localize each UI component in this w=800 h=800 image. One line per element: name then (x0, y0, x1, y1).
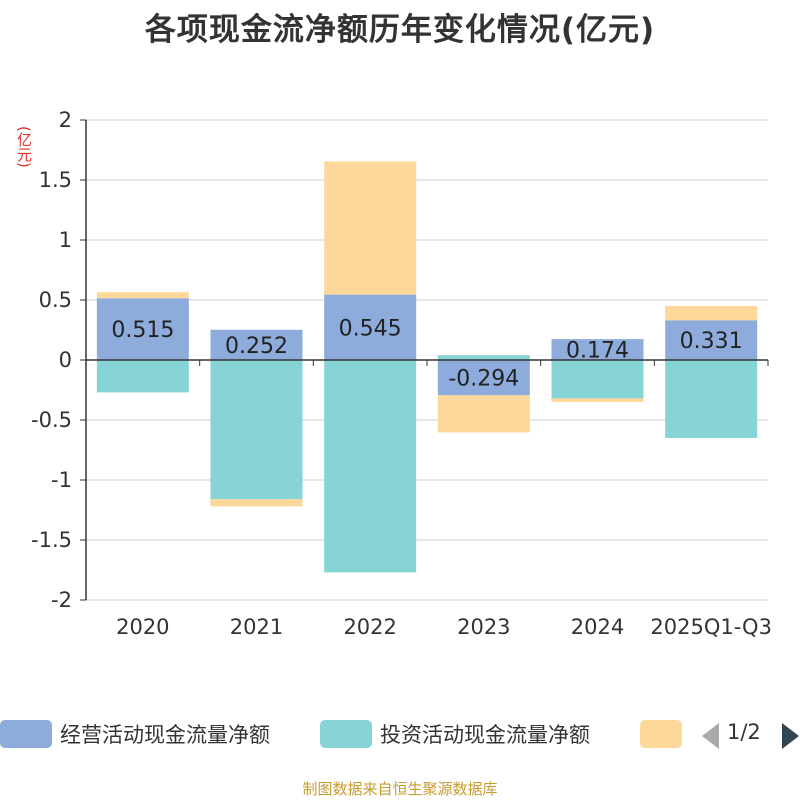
y-tick-label: -2 (51, 588, 72, 612)
data-labels: 0.515 0.252 0.545 -0.294 0.174 0.331 (111, 316, 742, 391)
grid-lines (86, 119, 768, 601)
legend-item-operating[interactable]: 经营活动现金流量净额 (0, 714, 270, 754)
legend-label-investing: 投资活动现金流量净额 (380, 723, 590, 747)
x-tick-label: 2022 (343, 615, 396, 639)
y-tick-label: -1.5 (31, 528, 72, 552)
bar-investing-2 (324, 360, 417, 573)
bar-financing-5 (665, 305, 758, 321)
data-label-operating-1: 0.252 (225, 334, 288, 359)
bars (96, 161, 758, 573)
legend-item-financing[interactable] (640, 714, 682, 754)
data-label-operating-0: 0.515 (111, 318, 174, 343)
legend-item-investing[interactable]: 投资活动现金流量净额 (320, 714, 590, 754)
x-tick-label: 2025Q1-Q3 (650, 615, 772, 639)
x-tick-label: 2020 (116, 615, 169, 639)
bar-investing-0 (96, 360, 189, 393)
triangle-left-icon[interactable] (702, 723, 719, 749)
bar-financing-2 (324, 161, 417, 295)
chart-plot: 2 1.5 1 0.5 0 -0.5 -1 -1.5 -2 2020 2021 2022 2023 202… (31, 108, 772, 639)
bar-financing-0 (96, 292, 189, 299)
y-tick-label: 1 (59, 228, 72, 252)
bar-financing-3 (437, 395, 530, 433)
data-label-operating-2: 0.545 (339, 316, 402, 341)
x-tick-label: 2023 (457, 615, 510, 639)
bar-investing-3 (437, 355, 530, 360)
legend-swatch-investing (320, 720, 372, 748)
x-tick-label: 2024 (571, 615, 624, 639)
chart-title: 各项现金流净额历年变化情况(亿元) (144, 12, 656, 48)
data-label-operating-4: 0.174 (566, 339, 629, 364)
bar-operating-2 (324, 294, 417, 360)
y-axis-unit-label: (亿元) (15, 126, 33, 168)
y-tick-label: -0.5 (31, 408, 72, 432)
y-tick-label: -1 (51, 468, 72, 492)
legend: 经营活动现金流量净额 投资活动现金流量净额 1/2 (0, 714, 800, 754)
bar-investing-4 (551, 360, 644, 399)
bar-financing-1 (210, 499, 303, 507)
legend-swatch-financing (640, 720, 682, 748)
y-tick-label: 2 (59, 108, 72, 132)
y-tick-label: 1.5 (39, 168, 72, 192)
bar-investing-1 (210, 360, 303, 500)
data-label-operating-5: 0.331 (680, 329, 743, 354)
bar-investing-5 (665, 360, 758, 438)
bar-operating-1 (210, 329, 303, 360)
bar-operating-4 (551, 339, 644, 360)
x-tick-label: 2021 (230, 615, 283, 639)
axes: 2 1.5 1 0.5 0 -0.5 -1 -1.5 -2 2020 2021 2022 2023 202… (31, 108, 772, 639)
legend-page-indicator: 1/2 (727, 720, 761, 744)
triangle-right-icon[interactable] (782, 723, 799, 749)
y-tick-label: 0 (59, 348, 72, 372)
bar-financing-4 (551, 398, 644, 402)
data-label-operating-3: -0.294 (448, 367, 519, 392)
bar-operating-5 (665, 320, 758, 360)
y-tick-label: 0.5 (39, 288, 72, 312)
legend-label-operating: 经营活动现金流量净额 (60, 723, 270, 747)
bar-operating-0 (96, 298, 189, 360)
bar-operating-3 (437, 360, 530, 396)
source-note: 制图数据来自恒生聚源数据库 (302, 780, 498, 798)
legend-swatch-operating (0, 720, 52, 748)
